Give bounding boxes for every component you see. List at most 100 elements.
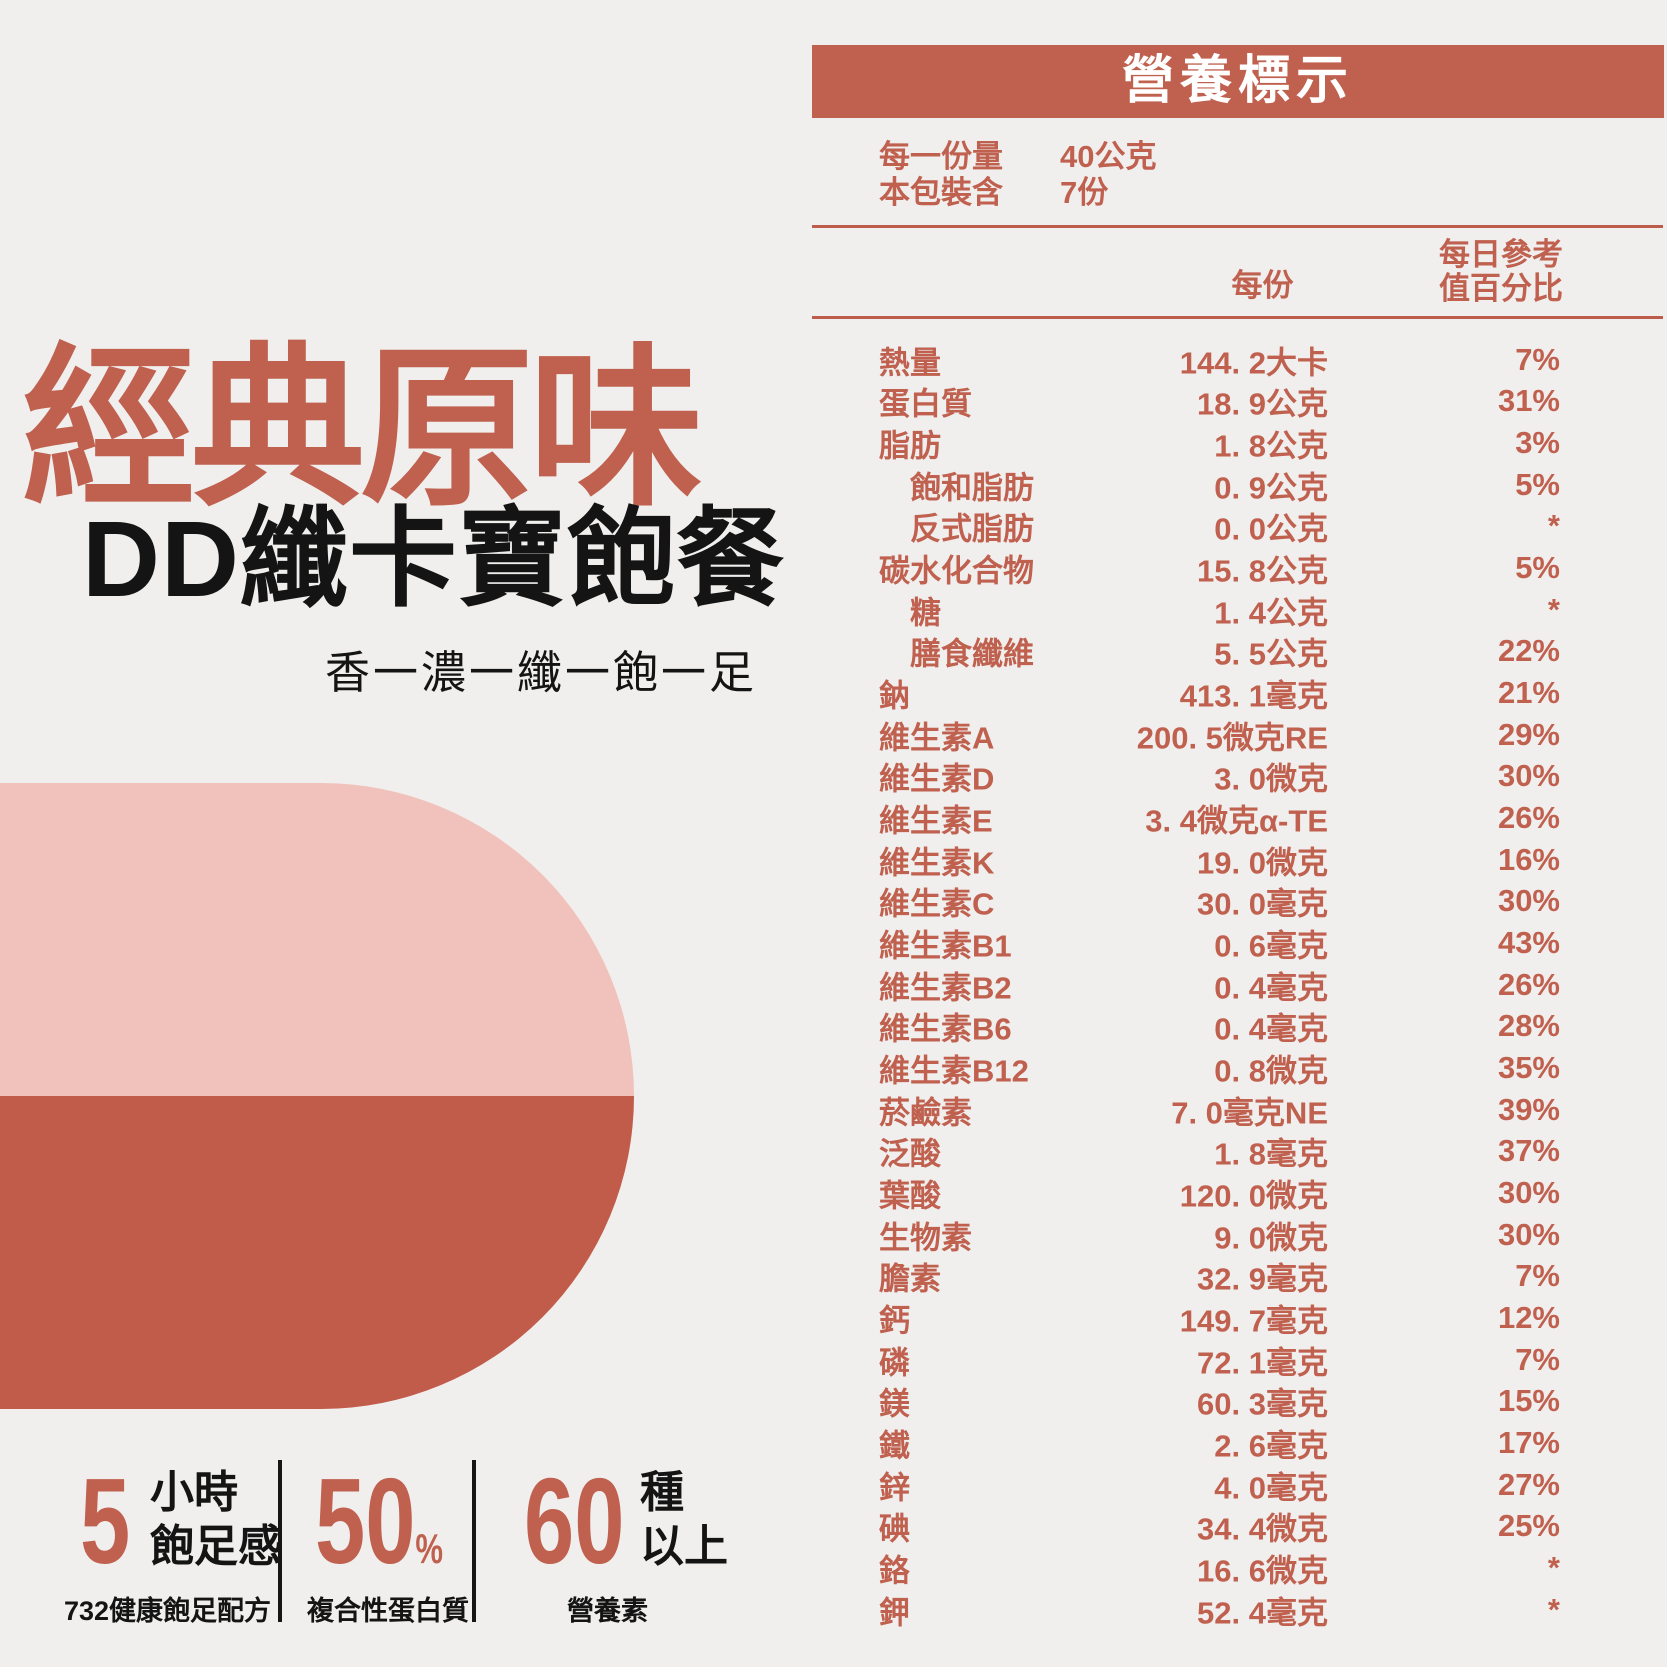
serving-size-value: 40公克 bbox=[1060, 139, 1157, 174]
table-row: 蛋白質 18. 9公克 31% bbox=[812, 381, 1663, 423]
table-row: 維生素K 19. 0微克 16% bbox=[812, 839, 1663, 881]
table-row: 碳水化合物 15. 8公克 5% bbox=[812, 547, 1663, 589]
nutrient-name: 熱量 bbox=[879, 345, 941, 381]
stat-hours-caption: 732健康飽足配方 bbox=[64, 1596, 272, 1626]
nutrient-daily-value: 26% bbox=[1497, 800, 1560, 836]
nutrient-amount: 0. 4毫克 bbox=[1214, 970, 1328, 1006]
nutrient-daily-value: 29% bbox=[1497, 716, 1560, 752]
stat-nutrients-units: 種 以上 bbox=[640, 1466, 728, 1574]
stat-hours-units: 小時 飽足感 bbox=[150, 1466, 282, 1574]
serving-info: 每一份量 40公克 本包裝含 7份 bbox=[879, 139, 1156, 211]
serving-size-label: 每一份量 bbox=[879, 139, 1003, 174]
stats-divider-1 bbox=[278, 1460, 282, 1622]
nutrient-daily-value: 5% bbox=[1515, 466, 1560, 502]
nutrient-name: 飽和脂肪 bbox=[910, 470, 1034, 506]
nutrient-daily-value: 35% bbox=[1497, 1049, 1560, 1085]
nutrient-amount: 19. 0微克 bbox=[1197, 845, 1328, 881]
table-row: 維生素D 3. 0微克 30% bbox=[812, 756, 1663, 798]
table-row: 鉻 16. 6微克 * bbox=[812, 1547, 1663, 1589]
table-row: 維生素B1 0. 6毫克 43% bbox=[812, 922, 1663, 964]
table-row: 糖 1. 4公克 * bbox=[812, 589, 1663, 631]
nutrient-daily-value: 27% bbox=[1497, 1466, 1560, 1502]
stat-hours-unit-line2: 飽足感 bbox=[150, 1522, 282, 1571]
nutrient-daily-value: * bbox=[1547, 591, 1560, 627]
table-row: 鋅 4. 0毫克 27% bbox=[812, 1464, 1663, 1506]
nutrient-name: 鉻 bbox=[879, 1553, 910, 1589]
table-row: 泛酸 1. 8毫克 37% bbox=[812, 1130, 1663, 1172]
nutrient-amount: 0. 9公克 bbox=[1214, 470, 1328, 506]
nutrient-daily-value: 7% bbox=[1515, 341, 1560, 377]
nutrient-daily-value: * bbox=[1547, 1591, 1560, 1627]
table-row: 碘 34. 4微克 25% bbox=[812, 1505, 1663, 1547]
nutrient-name: 葉酸 bbox=[879, 1178, 941, 1214]
table-row: 維生素B6 0. 4毫克 28% bbox=[812, 1006, 1663, 1048]
nutrient-daily-value: 28% bbox=[1497, 1008, 1560, 1044]
nutrient-amount: 5. 5公克 bbox=[1214, 636, 1328, 672]
nutrient-daily-value: 37% bbox=[1497, 1133, 1560, 1169]
stat-nutrients-unit-line1: 種 bbox=[640, 1468, 684, 1517]
nutrient-name: 菸鹼素 bbox=[879, 1095, 972, 1131]
table-row: 飽和脂肪 0. 9公克 5% bbox=[812, 464, 1663, 506]
product-title: 經典原味 bbox=[22, 331, 703, 526]
nutrient-daily-value: 7% bbox=[1515, 1258, 1560, 1294]
table-row: 鈉 413. 1毫克 21% bbox=[812, 672, 1663, 714]
nutrient-amount: 72. 1毫克 bbox=[1197, 1345, 1328, 1381]
nutrient-amount: 1. 4公克 bbox=[1214, 595, 1328, 631]
table-row: 磷 72. 1毫克 7% bbox=[812, 1339, 1663, 1381]
nutrient-name: 碳水化合物 bbox=[879, 553, 1034, 589]
nutrient-amount: 1. 8公克 bbox=[1214, 428, 1328, 464]
nutrient-amount: 3. 4微克α-TE bbox=[1145, 803, 1328, 839]
table-row: 生物素 9. 0微克 30% bbox=[812, 1214, 1663, 1256]
nutrient-daily-value: 25% bbox=[1497, 1508, 1560, 1544]
stat-nutrients-number: 60 bbox=[524, 1453, 625, 1589]
table-row: 維生素C 30. 0毫克 30% bbox=[812, 881, 1663, 923]
nutrient-daily-value: 22% bbox=[1497, 633, 1560, 669]
nutrient-daily-value: 39% bbox=[1497, 1091, 1560, 1127]
stat-nutrients-unit-line2: 以上 bbox=[640, 1522, 728, 1571]
nutrient-name: 鈣 bbox=[879, 1303, 910, 1339]
table-row: 膳食纖維 5. 5公克 22% bbox=[812, 631, 1663, 673]
nutrient-name: 泛酸 bbox=[879, 1136, 941, 1172]
nutrient-name: 鐵 bbox=[879, 1428, 910, 1464]
nutrient-daily-value: 30% bbox=[1497, 1216, 1560, 1252]
nutrient-name: 維生素B2 bbox=[879, 970, 1012, 1006]
stat-protein-caption: 複合性蛋白質 bbox=[307, 1596, 469, 1626]
percent-sign: % bbox=[415, 1525, 444, 1572]
table-row: 熱量 144. 2大卡 7% bbox=[812, 339, 1663, 381]
nutrient-amount: 4. 0毫克 bbox=[1214, 1470, 1328, 1506]
nutrient-name: 維生素E bbox=[879, 803, 993, 839]
nutrient-amount: 15. 8公克 bbox=[1197, 553, 1328, 589]
nutrient-name: 維生素B1 bbox=[879, 928, 1012, 964]
nutrient-daily-value: 21% bbox=[1497, 675, 1560, 711]
nutrition-rows: 熱量 144. 2大卡 7% 蛋白質 18. 9公克 31% 脂肪 1. 8公克… bbox=[812, 339, 1663, 1630]
nutrient-name: 生物素 bbox=[879, 1220, 972, 1256]
divider-rule-header bbox=[812, 316, 1663, 319]
stats-divider-2 bbox=[472, 1460, 476, 1622]
nutrient-daily-value: 7% bbox=[1515, 1341, 1560, 1377]
divider-rule-top bbox=[812, 225, 1663, 228]
table-row: 膽素 32. 9毫克 7% bbox=[812, 1255, 1663, 1297]
column-header-daily-value: 每日參考 值百分比 bbox=[1363, 238, 1563, 306]
table-row: 維生素A 200. 5微克RE 29% bbox=[812, 714, 1663, 756]
nutrient-name: 鈉 bbox=[879, 678, 910, 714]
table-row: 菸鹼素 7. 0毫克NE 39% bbox=[812, 1089, 1663, 1131]
nutrient-name: 磷 bbox=[879, 1345, 910, 1381]
nutrient-amount: 18. 9公克 bbox=[1197, 386, 1328, 422]
table-row: 脂肪 1. 8公克 3% bbox=[812, 422, 1663, 464]
nutrient-amount: 16. 6微克 bbox=[1197, 1553, 1328, 1589]
nutrient-name: 膳食纖維 bbox=[910, 636, 1034, 672]
nutrient-name: 鉀 bbox=[879, 1595, 910, 1631]
nutrient-amount: 3. 0微克 bbox=[1214, 761, 1328, 797]
nutrient-amount: 0. 4毫克 bbox=[1214, 1011, 1328, 1047]
stat-hours-number: 5 bbox=[80, 1453, 131, 1589]
column-header-daily-line2: 值百分比 bbox=[1439, 271, 1563, 306]
nutrient-amount: 200. 5微克RE bbox=[1136, 720, 1328, 756]
nutrition-header-banner: 營養標示 bbox=[812, 45, 1664, 118]
nutrient-amount: 52. 4毫克 bbox=[1197, 1595, 1328, 1631]
nutrient-name: 鎂 bbox=[879, 1386, 910, 1422]
pill-graphic bbox=[0, 783, 634, 1409]
nutrient-name: 脂肪 bbox=[879, 428, 941, 464]
nutrient-daily-value: 3% bbox=[1515, 425, 1560, 461]
stat-protein-number: 50% bbox=[315, 1460, 443, 1610]
